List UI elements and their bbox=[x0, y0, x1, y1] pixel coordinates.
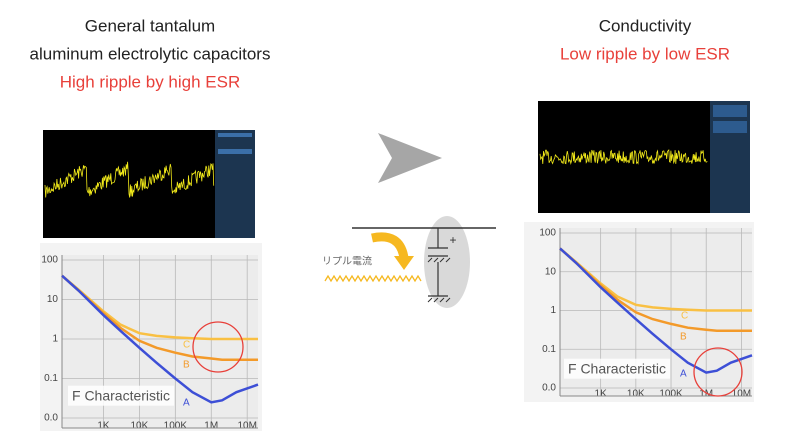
scope-button bbox=[713, 105, 747, 117]
series-line bbox=[61, 274, 259, 404]
ground bbox=[427, 297, 451, 303]
scope-panel bbox=[710, 101, 750, 213]
scope-button bbox=[218, 133, 252, 137]
scope-button bbox=[218, 149, 252, 154]
x-tick-label: 10K bbox=[627, 389, 645, 400]
x-tick-label: 1K bbox=[595, 389, 608, 400]
current-arrow bbox=[371, 232, 409, 259]
x-tick-label: 100K bbox=[659, 389, 683, 400]
note: High ripple by high ESR bbox=[60, 72, 240, 91]
scope-button bbox=[713, 121, 747, 133]
y-tick-label: 0.0 bbox=[542, 383, 556, 394]
heading: General tantalum bbox=[85, 16, 215, 35]
series-label: A bbox=[680, 369, 687, 380]
scope-trace bbox=[539, 149, 708, 165]
note: Low ripple by low ESR bbox=[560, 44, 730, 63]
current-arrow bbox=[394, 256, 414, 270]
annotation-box bbox=[564, 358, 671, 379]
y-tick-label: 10 bbox=[47, 294, 59, 305]
x-tick-label: 1M bbox=[699, 389, 713, 400]
y-tick-label: 100 bbox=[41, 255, 58, 266]
scope-trace bbox=[539, 149, 708, 165]
ripple-label: リプル電流 bbox=[322, 255, 372, 268]
y-tick-label: 0.0 bbox=[44, 413, 58, 424]
heading: aluminum electrolytic capacitors bbox=[30, 44, 271, 63]
x-tick-label: 1K bbox=[97, 421, 110, 432]
highlight-circle bbox=[693, 347, 743, 397]
scope-trace bbox=[44, 161, 215, 198]
y-tick-label: 1 bbox=[52, 334, 58, 345]
y-tick-label: 100 bbox=[539, 228, 556, 239]
series-label: C bbox=[183, 340, 190, 351]
y-tick-label: 0.1 bbox=[542, 344, 556, 355]
x-tick-label: 10M bbox=[732, 389, 751, 400]
series-label: B bbox=[183, 360, 190, 371]
scope-panel bbox=[215, 130, 255, 238]
ripple-wave bbox=[324, 274, 422, 283]
series-line bbox=[559, 247, 753, 374]
y-tick-label: 10 bbox=[545, 266, 557, 277]
x-tick-label: 100K bbox=[164, 421, 188, 432]
x-tick-label: 10K bbox=[131, 421, 149, 432]
series-label: C bbox=[681, 311, 688, 322]
highlight-circle bbox=[192, 321, 244, 373]
scope-trace bbox=[44, 161, 215, 198]
y-tick-label: 0.1 bbox=[44, 373, 58, 384]
heading: Conductivity bbox=[599, 16, 692, 35]
arrow bbox=[378, 133, 442, 183]
y-tick-label: 1 bbox=[550, 305, 556, 316]
x-tick-label: 10M bbox=[237, 421, 256, 432]
polarity: + bbox=[449, 233, 456, 247]
series-label: A bbox=[183, 398, 190, 409]
annotation: F Characteristic bbox=[568, 361, 666, 377]
highlight bbox=[424, 216, 470, 308]
series-label: B bbox=[680, 332, 687, 343]
annotation-box bbox=[68, 385, 175, 406]
annotation: F Characteristic bbox=[72, 388, 170, 404]
hatch bbox=[427, 257, 451, 263]
x-tick-label: 1M bbox=[204, 421, 218, 432]
